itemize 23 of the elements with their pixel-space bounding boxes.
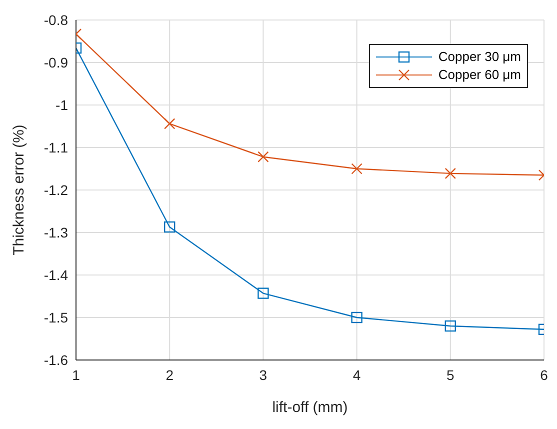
- x-tick-label: 4: [352, 366, 361, 383]
- y-tick-label: -1.1: [44, 139, 68, 156]
- point: [351, 163, 362, 174]
- x-tick-label: 6: [540, 366, 548, 383]
- y-tick-label: -1.6: [44, 352, 68, 368]
- point: [351, 312, 362, 324]
- x-axis-title: lift-off (mm): [272, 399, 348, 416]
- y-tick-label: -1: [56, 96, 68, 113]
- legend-label: Copper 30 μm: [438, 48, 521, 66]
- y-tick-label: -1.2: [44, 182, 68, 198]
- y-axis-title: Thickness error (%): [10, 124, 28, 256]
- y-tick-label: -1.3: [44, 224, 68, 240]
- y-tick-label: -0.8: [44, 12, 68, 28]
- x-tick-label: 2: [166, 366, 174, 383]
- y-tick-label: -1.5: [44, 309, 68, 326]
- x-tick-label: 1: [72, 366, 80, 383]
- x-tick-label: 3: [259, 366, 268, 383]
- point: [258, 288, 269, 299]
- x-tick-label: 5: [446, 366, 454, 383]
- y-tick-label: -1.4: [44, 266, 68, 283]
- y-tick-label: -0.9: [44, 54, 68, 70]
- legend-label: Copper 60 μm: [438, 66, 521, 84]
- point: [258, 151, 269, 162]
